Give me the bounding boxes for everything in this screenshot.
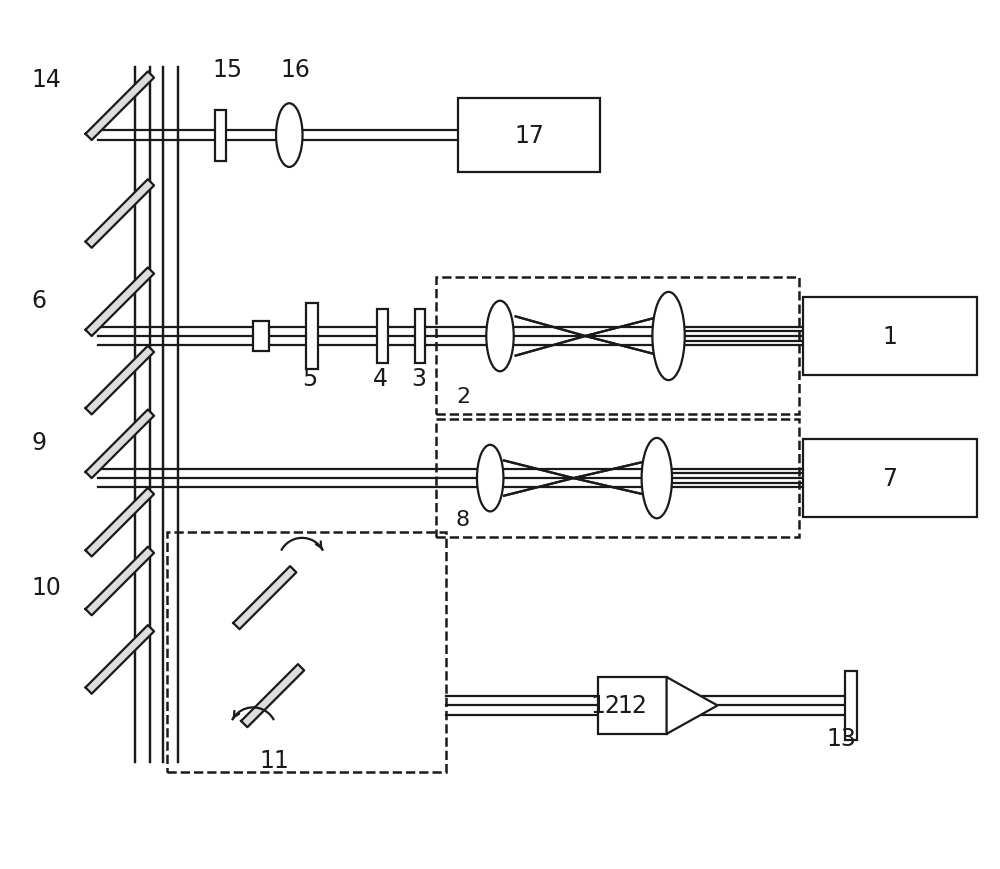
Bar <box>377 309 388 363</box>
Bar <box>436 278 799 415</box>
Text: 12: 12 <box>591 693 621 718</box>
Text: 13: 13 <box>826 726 856 750</box>
Text: 11: 11 <box>260 748 289 773</box>
Ellipse shape <box>477 445 503 512</box>
Polygon shape <box>667 677 718 734</box>
Text: 5: 5 <box>302 367 317 390</box>
Text: 6: 6 <box>32 289 47 312</box>
Polygon shape <box>85 488 154 557</box>
Polygon shape <box>85 72 154 141</box>
Bar <box>845 672 857 740</box>
Polygon shape <box>241 665 304 727</box>
Bar <box>458 99 600 173</box>
Ellipse shape <box>652 293 685 381</box>
Bar <box>415 309 425 363</box>
Bar <box>436 420 799 537</box>
Text: 17: 17 <box>514 124 544 148</box>
Ellipse shape <box>276 104 303 168</box>
Bar <box>306 303 318 370</box>
Polygon shape <box>85 180 154 249</box>
Bar <box>803 297 977 375</box>
Text: 2: 2 <box>456 386 470 406</box>
Text: 14: 14 <box>32 68 61 92</box>
Text: 12: 12 <box>617 693 647 718</box>
Ellipse shape <box>486 302 514 372</box>
Polygon shape <box>233 567 296 629</box>
Text: 3: 3 <box>411 367 426 390</box>
Polygon shape <box>85 626 154 694</box>
Text: 10: 10 <box>32 575 61 599</box>
Text: 4: 4 <box>373 367 388 390</box>
Polygon shape <box>85 269 154 336</box>
Ellipse shape <box>642 439 672 519</box>
Bar <box>598 677 667 734</box>
Bar <box>253 322 269 351</box>
Bar <box>215 110 226 162</box>
Polygon shape <box>85 347 154 415</box>
Polygon shape <box>85 547 154 615</box>
Bar <box>803 440 977 518</box>
Text: 1: 1 <box>883 325 897 348</box>
Text: 16: 16 <box>280 58 310 83</box>
Polygon shape <box>85 410 154 479</box>
Text: 8: 8 <box>456 509 470 529</box>
Text: 15: 15 <box>213 58 243 83</box>
Bar <box>167 533 446 773</box>
Text: 9: 9 <box>32 430 47 454</box>
Text: 7: 7 <box>883 467 898 490</box>
